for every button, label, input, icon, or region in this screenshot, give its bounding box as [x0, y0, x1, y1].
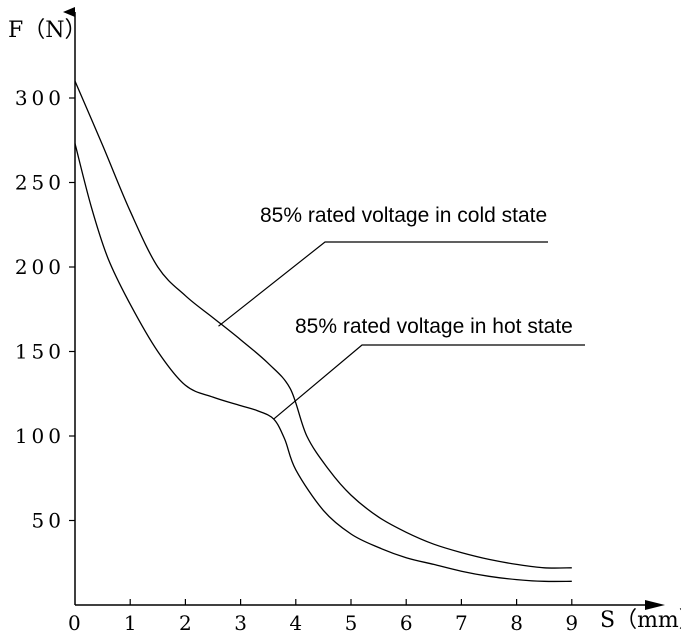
- ticks: 0 1 2 3 4 5 6 7 8 9 50 100 150 200 250 300: [15, 86, 578, 635]
- y-axis-title: F（N）: [8, 18, 87, 43]
- x-axis-arrowhead: [645, 600, 665, 610]
- cold-state-annotation-leader: [218, 241, 548, 327]
- x-tick-label: 9: [565, 611, 578, 635]
- cold-state-annotation-label: 85% rated voltage in cold state: [260, 204, 547, 227]
- hot-state-annotation-leader: [273, 344, 585, 420]
- y-tick-label: 150: [15, 340, 65, 364]
- hot-state-annotation-label: 85% rated voltage in hot state: [295, 315, 573, 338]
- y-tick-label: 100: [15, 424, 65, 448]
- x-axis-title: S（mm）: [600, 608, 681, 633]
- x-tick-label: 7: [455, 611, 468, 635]
- x-tick-label: 5: [345, 611, 358, 635]
- y-tick-label: 300: [15, 86, 65, 110]
- x-tick-label: 6: [400, 611, 413, 635]
- y-tick-label: 50: [32, 509, 65, 533]
- y-tick-label: 250: [15, 171, 65, 195]
- curves: [74, 80, 572, 583]
- x-tick-label: 8: [510, 611, 523, 635]
- x-tick-label: 3: [234, 611, 247, 635]
- x-tick-label: 2: [179, 611, 192, 635]
- x-tick-label: 4: [289, 611, 302, 635]
- y-tick-label: 200: [15, 255, 65, 279]
- hot-state-curve: [74, 143, 572, 583]
- axes: F（N） S（mm）: [8, 7, 681, 633]
- x-tick-label: 0: [68, 611, 81, 635]
- x-tick-label: 1: [124, 611, 137, 635]
- annotations: 85% rated voltage in cold state 85% rated…: [218, 204, 585, 420]
- cold-state-curve: [74, 80, 572, 569]
